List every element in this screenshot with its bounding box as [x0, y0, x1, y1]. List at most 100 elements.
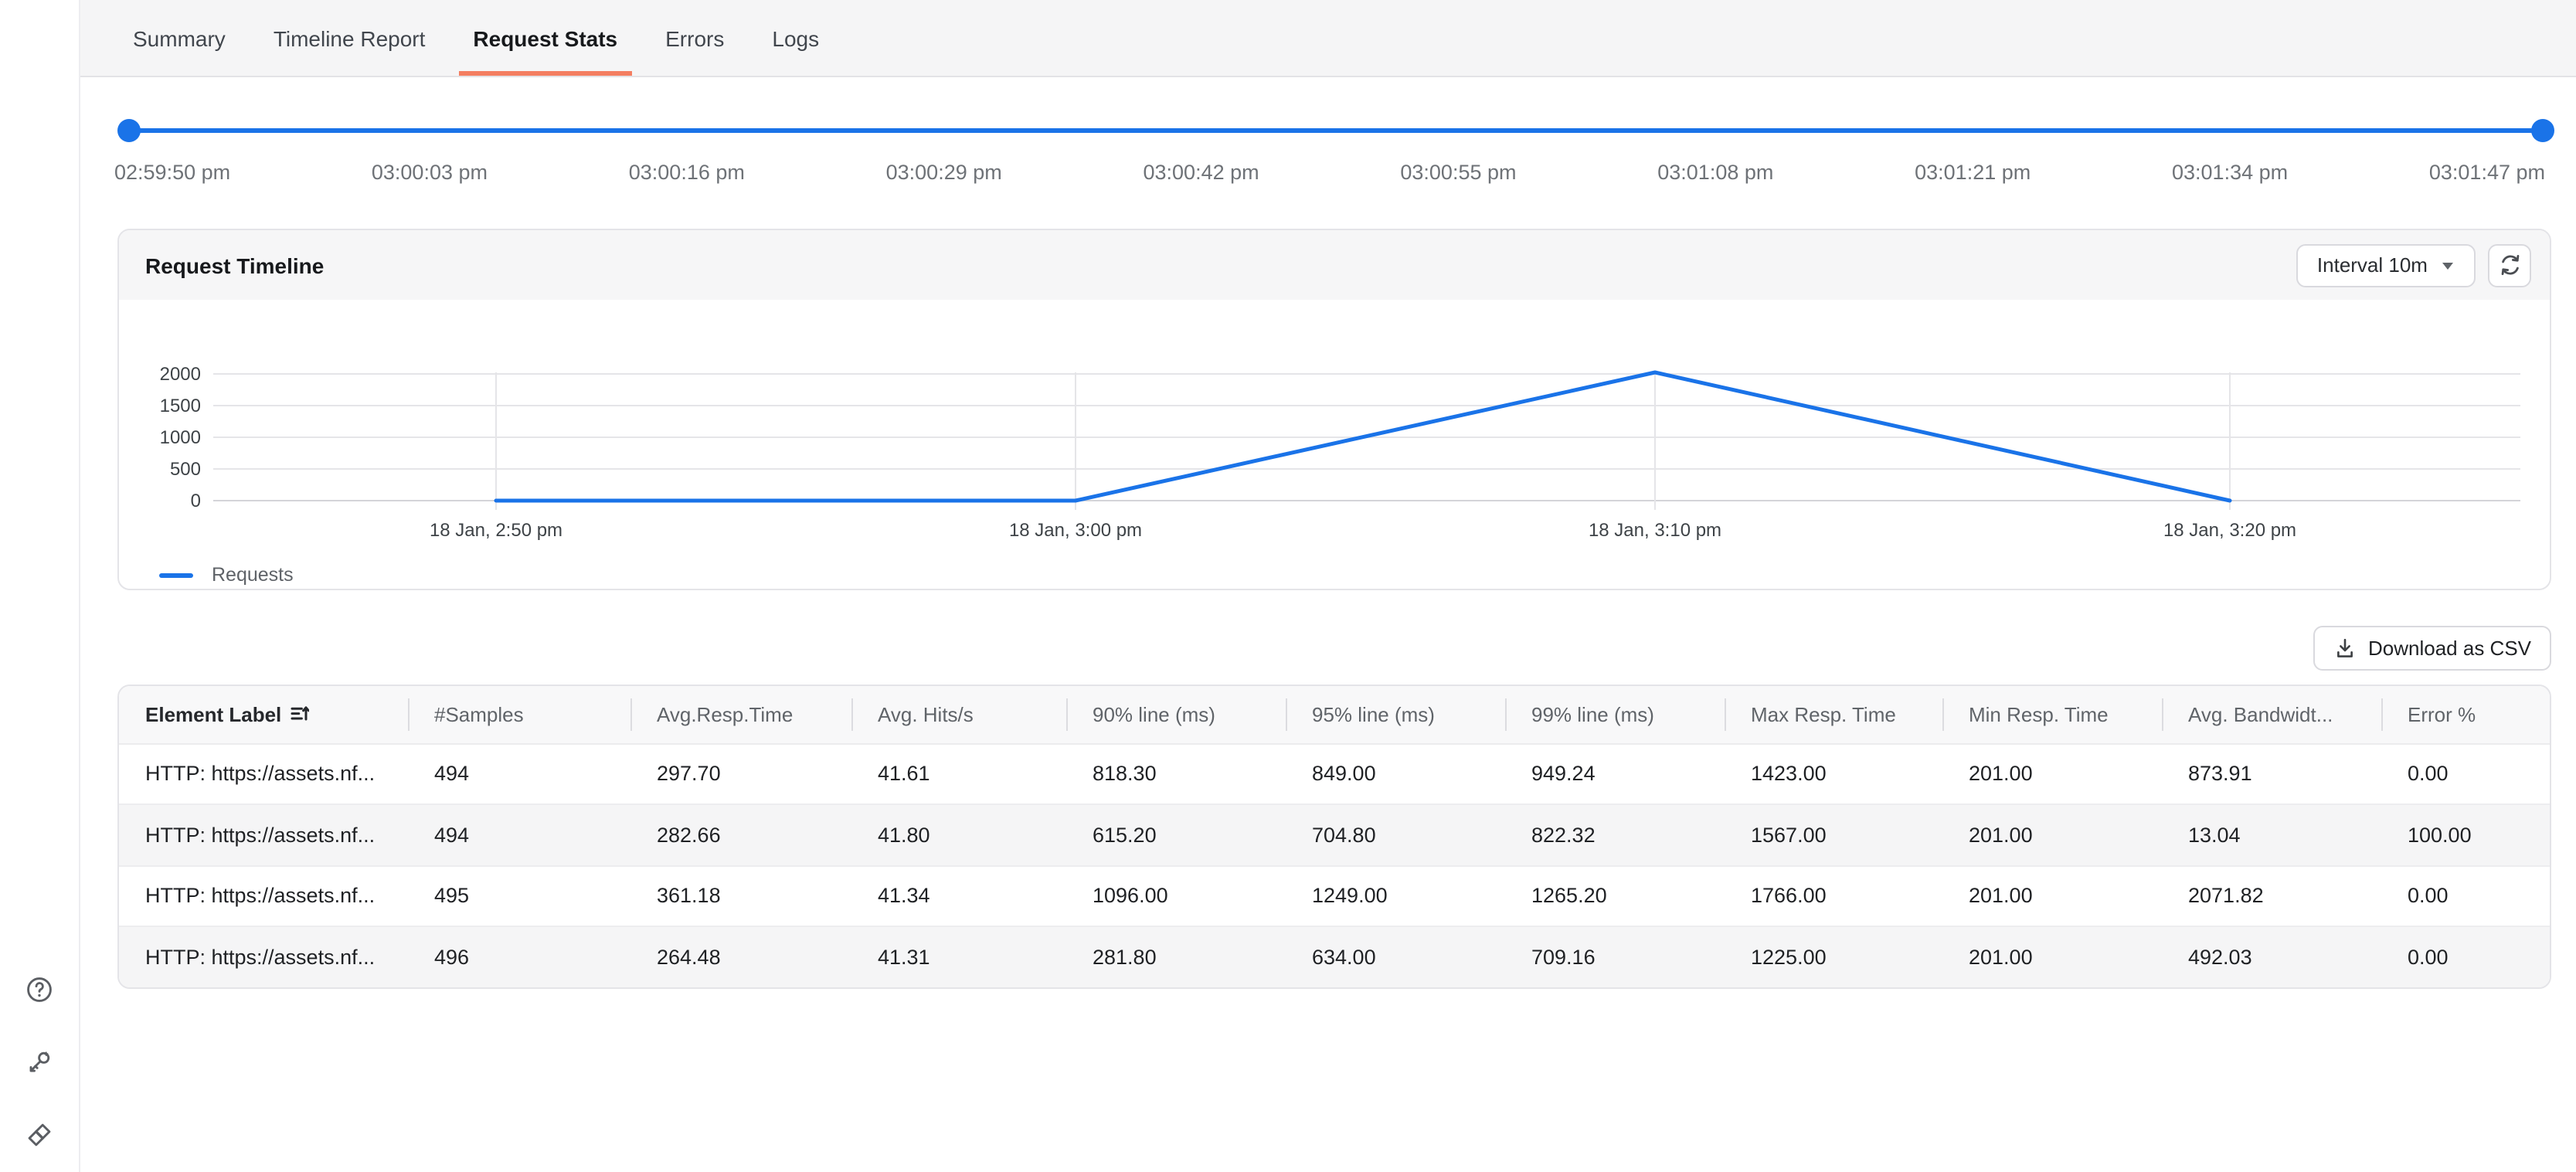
tab-summary[interactable]: Summary — [133, 25, 226, 50]
slider-tick-label: 03:00:16 pm — [628, 161, 745, 184]
column-header[interactable]: Avg. Bandwidt... — [2162, 686, 2381, 744]
refresh-button[interactable] — [2488, 243, 2531, 287]
requests-line — [494, 370, 2232, 503]
table-row[interactable]: HTTP: https://assets.nf... 494 282.66 41… — [119, 803, 2550, 865]
table-row[interactable]: HTTP: https://assets.nf... 495 361.18 41… — [119, 865, 2550, 926]
slider-tick-label: 03:00:55 pm — [1400, 161, 1517, 184]
chart-legend[interactable]: Requests — [159, 561, 2550, 589]
refresh-icon — [2500, 254, 2519, 276]
request-timeline-header: Request Timeline Interval 10m — [119, 230, 2550, 300]
column-header[interactable]: Max Resp. Time — [1725, 686, 1942, 744]
table-header-row: Element Label #Samples Avg.Resp.Time Avg. … — [119, 686, 2550, 744]
cell-error-pct: 0.00 — [2381, 865, 2550, 926]
api-key-button[interactable] — [21, 1044, 58, 1081]
column-header[interactable]: Avg. Hits/s — [851, 686, 1066, 744]
cell-avg-hits: 41.80 — [851, 803, 1066, 865]
cell-99-line: 709.16 — [1505, 926, 1725, 987]
y-tick-0: 0 — [191, 491, 201, 511]
cell-element-label: HTTP: https://assets.nf... — [119, 865, 408, 926]
layers-icon — [28, 1123, 51, 1147]
table-row[interactable]: HTTP: https://assets.nf... 494 297.70 41… — [119, 743, 2550, 804]
cell-avg-bandwidth: 492.03 — [2162, 926, 2381, 987]
column-header[interactable]: 90% line (ms) — [1066, 686, 1286, 744]
cell-avg-hits: 41.61 — [878, 762, 930, 786]
legend-swatch — [159, 572, 193, 577]
slider-tick-label: 02:59:50 pm — [114, 161, 231, 184]
cell-element-label: HTTP: https://assets.nf... — [119, 803, 408, 865]
column-header[interactable]: 99% line (ms) — [1505, 686, 1725, 744]
cell-95-line: 704.80 — [1286, 803, 1505, 865]
interval-select[interactable]: Interval 10m — [2296, 243, 2476, 287]
tab-request-stats[interactable]: Request Stats — [459, 0, 632, 76]
request-timeline-panel: Request Timeline Interval 10m — [117, 229, 2551, 590]
help-icon — [27, 977, 52, 1002]
column-header-label: Element Label — [145, 702, 282, 726]
x-tick-1: 18 Jan, 3:00 pm — [1009, 520, 1142, 541]
slider-tick-label: 03:00:03 pm — [371, 161, 488, 184]
column-header[interactable]: Min Resp. Time — [1942, 686, 2162, 744]
left-sidebar — [0, 0, 80, 1172]
column-header[interactable]: #Samples — [408, 686, 630, 744]
legend-label: Requests — [212, 564, 294, 586]
y-tick-2000: 2000 — [160, 364, 201, 385]
slider-tick-label: 03:00:42 pm — [1143, 161, 1259, 184]
tab-logs[interactable]: Logs — [772, 25, 820, 50]
cell-avg-resp-time: 264.48 — [630, 926, 851, 987]
slider-handle-start[interactable] — [117, 119, 141, 142]
column-header-element-label[interactable]: Element Label — [119, 686, 408, 744]
slider-tick-label: 03:01:34 pm — [2172, 161, 2289, 184]
table-body: HTTP: https://assets.nf... 494 297.70 41… — [119, 743, 2550, 987]
y-tick-1500: 1500 — [160, 396, 201, 416]
cell-error-pct: 100.00 — [2381, 803, 2550, 865]
download-icon — [2336, 638, 2352, 657]
cell-max-resp-time: 1225.00 — [1725, 926, 1942, 987]
cell-90-line: 281.80 — [1066, 926, 1286, 987]
cell-error-pct: 0.00 — [2381, 926, 2550, 987]
help-button[interactable] — [21, 971, 58, 1008]
cell-99-line: 949.24 — [1531, 762, 1596, 786]
cell-95-line: 849.00 — [1312, 762, 1376, 786]
y-tick-1000: 1000 — [160, 427, 201, 448]
cell-avg-resp-time: 297.70 — [657, 762, 721, 786]
slider-handle-end[interactable] — [2531, 119, 2554, 142]
sort-ascending-icon — [291, 706, 310, 721]
cell-99-line: 822.32 — [1505, 803, 1725, 865]
slider-tick-label: 03:01:21 pm — [1915, 161, 2031, 184]
cell-avg-hits: 41.34 — [851, 865, 1066, 926]
cell-element-label: HTTP: https://assets.nf... — [145, 762, 376, 786]
cell-avg-bandwidth: 2071.82 — [2162, 865, 2381, 926]
x-tick-2: 18 Jan, 3:10 pm — [1589, 520, 1721, 541]
requests-chart: 2000 1500 1000 500 0 18 Jan, 2:50 pm 18 … — [119, 300, 2550, 589]
download-csv-label: Download as CSV — [2368, 637, 2531, 660]
column-header[interactable]: 95% line (ms) — [1286, 686, 1505, 744]
tab-errors[interactable]: Errors — [665, 25, 725, 50]
requests-chart-svg: 2000 1500 1000 500 0 18 Jan, 2:50 pm 18 … — [160, 364, 2520, 541]
cell-95-line: 634.00 — [1286, 926, 1505, 987]
slider-tick-label: 03:01:47 pm — [2428, 161, 2545, 184]
stack-button[interactable] — [21, 1116, 58, 1153]
cell-samples: 494 — [434, 762, 470, 786]
cell-min-resp-time: 201.00 — [1969, 762, 2033, 786]
cell-samples: 496 — [408, 926, 630, 987]
x-tick-3: 18 Jan, 3:20 pm — [2163, 520, 2296, 541]
time-range-slider: 02:59:50 pm 03:00:03 pm 03:00:16 pm 03:00:2… — [80, 77, 2576, 184]
cell-samples: 494 — [408, 803, 630, 865]
cell-avg-resp-time: 361.18 — [630, 865, 851, 926]
tab-timeline-report[interactable]: Timeline Report — [273, 25, 426, 50]
column-header[interactable]: Avg.Resp.Time — [630, 686, 851, 744]
slider-tick-labels: 02:59:50 pm 03:00:03 pm 03:00:16 pm 03:00:2… — [114, 161, 2545, 184]
column-header[interactable]: Error % — [2381, 686, 2550, 744]
cell-avg-hits: 41.31 — [851, 926, 1066, 987]
cell-error-pct: 0.00 — [2408, 762, 2449, 786]
cell-90-line: 818.30 — [1093, 762, 1157, 786]
cell-min-resp-time: 201.00 — [1942, 865, 2162, 926]
table-row[interactable]: HTTP: https://assets.nf... 496 264.48 41… — [119, 926, 2550, 987]
chevron-down-icon — [2442, 262, 2453, 269]
table-toolbar: Download as CSV — [117, 626, 2551, 671]
download-csv-button[interactable]: Download as CSV — [2313, 626, 2551, 671]
report-content: Summary Timeline Report Request Stats Er… — [80, 0, 2576, 1172]
slider-track[interactable] — [128, 127, 2544, 134]
cell-95-line: 1249.00 — [1286, 865, 1505, 926]
request-stats-table: Element Label #Samples Avg.Resp.Time Avg. … — [119, 686, 2550, 987]
